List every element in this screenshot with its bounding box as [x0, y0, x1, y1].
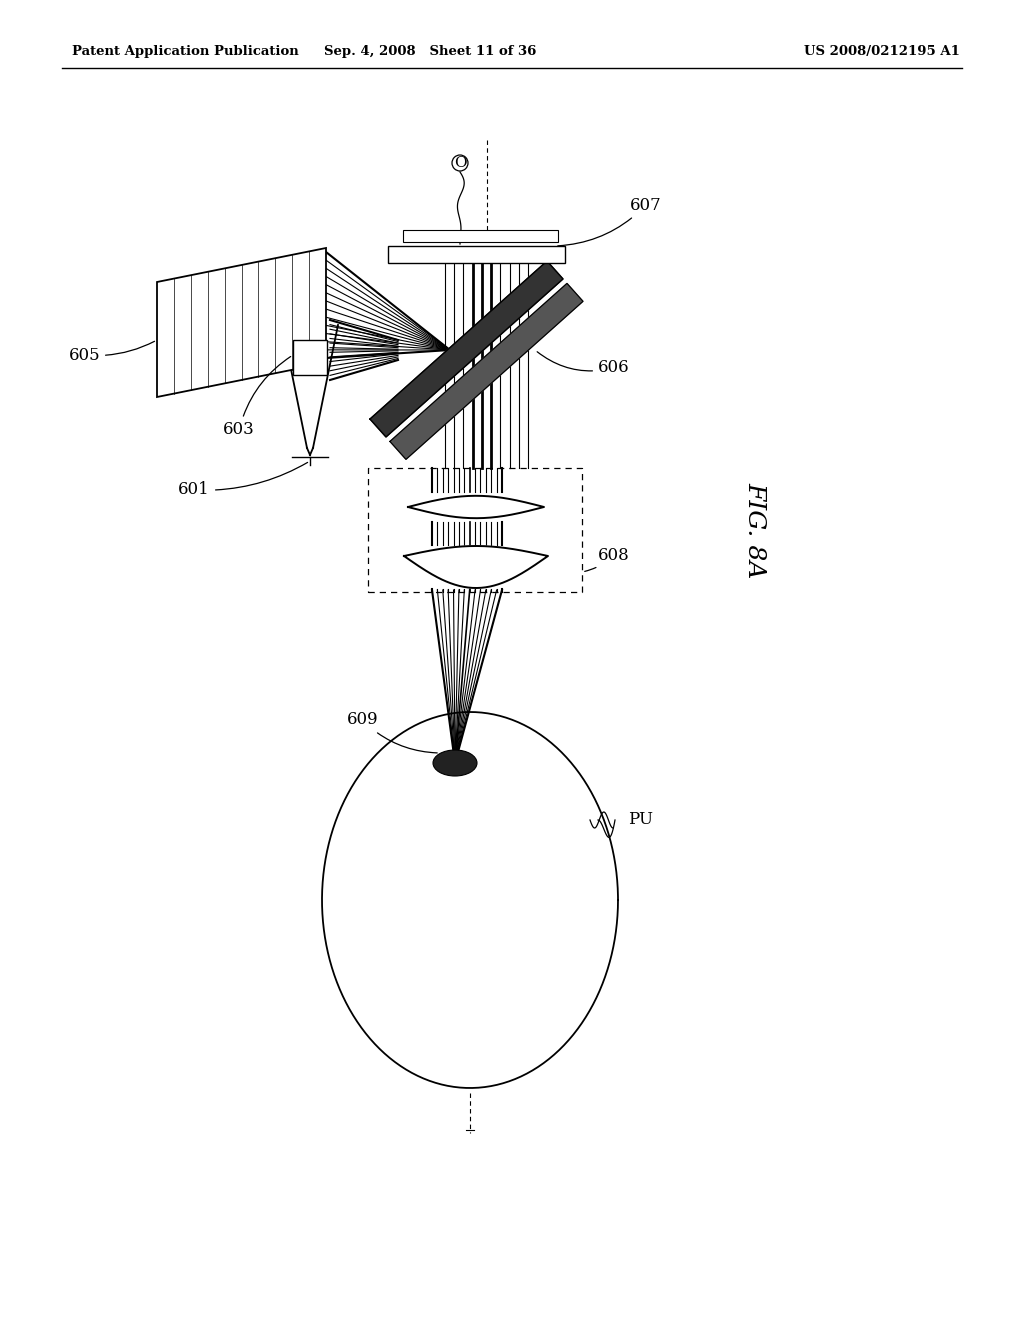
Polygon shape: [370, 261, 563, 437]
Polygon shape: [408, 496, 544, 519]
Text: 603: 603: [223, 356, 291, 438]
Text: Patent Application Publication: Patent Application Publication: [72, 45, 299, 58]
Text: O: O: [454, 156, 466, 170]
Polygon shape: [404, 546, 548, 587]
Text: Sep. 4, 2008   Sheet 11 of 36: Sep. 4, 2008 Sheet 11 of 36: [324, 45, 537, 58]
Text: PU: PU: [628, 812, 653, 829]
Bar: [368, 469, 582, 591]
Text: FIG. 8A: FIG. 8A: [743, 482, 767, 578]
Bar: [403, 230, 558, 242]
Text: 606: 606: [538, 351, 630, 376]
Ellipse shape: [433, 750, 477, 776]
Text: US 2008/0212195 A1: US 2008/0212195 A1: [804, 45, 961, 58]
Bar: [293, 341, 327, 375]
Text: 607: 607: [558, 197, 662, 246]
Bar: [388, 246, 565, 263]
Text: 605: 605: [69, 342, 155, 363]
Text: 608: 608: [585, 546, 630, 572]
Text: 609: 609: [346, 711, 437, 752]
Text: 601: 601: [178, 462, 307, 499]
Polygon shape: [157, 248, 326, 397]
Polygon shape: [390, 284, 583, 459]
